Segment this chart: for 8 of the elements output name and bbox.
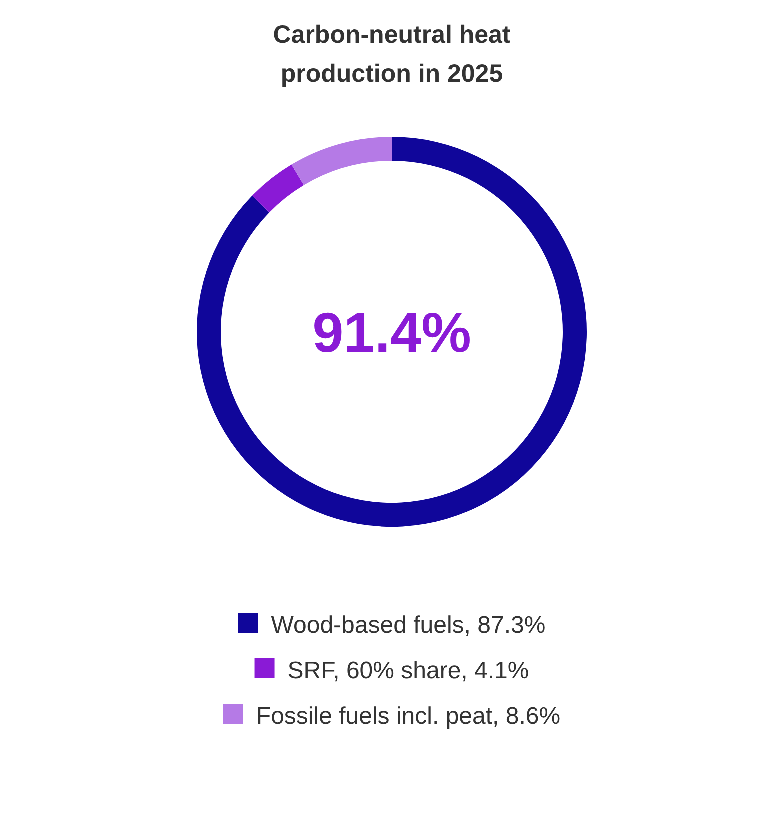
donut-slice — [197, 137, 587, 527]
legend-label: Wood-based fuels, 87.3% — [271, 612, 546, 639]
donut-slice — [252, 164, 304, 213]
legend-label: Fossile fuels incl. peat, 8.6% — [256, 703, 561, 730]
chart-title: Carbon-neutral heat production in 2025 — [273, 21, 512, 88]
text: 91.4% — [312, 301, 472, 364]
donut-slice — [292, 137, 392, 186]
legend-label: SRF, 60% share, 4.1% — [288, 658, 530, 684]
